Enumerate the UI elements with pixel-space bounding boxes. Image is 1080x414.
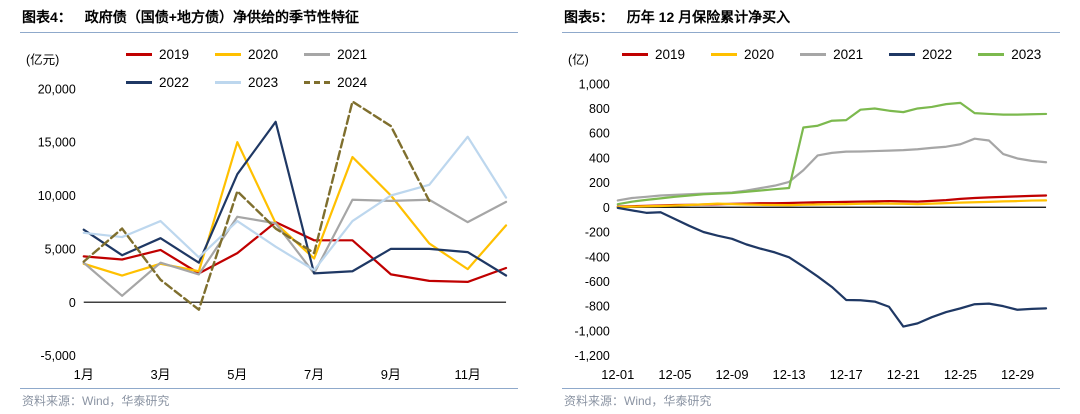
- y-tick-label: 0: [69, 296, 76, 310]
- x-tick-label: 9月: [381, 367, 401, 382]
- chart-number-label: 图表5：: [564, 9, 614, 25]
- legend-line-marker: [889, 53, 916, 56]
- legend-line-marker: [711, 53, 738, 56]
- series-line-2022: [82, 120, 508, 277]
- legend-item-2020: 2020: [711, 47, 774, 62]
- legend-left: 2019 2020 2021 2022 2023 2024: [126, 47, 426, 90]
- series-line-2019: [82, 221, 508, 284]
- y-tick-label: -800: [585, 300, 610, 314]
- series-line-2022: [616, 206, 1048, 328]
- y-tick-label: 10,000: [38, 189, 76, 203]
- chart-title-text: 政府债（国债+地方债）净供给的季节性特征: [84, 9, 359, 25]
- x-tick-label: 12-21: [887, 367, 920, 382]
- legend-label: 2019: [159, 47, 190, 62]
- y-tick-label: 1,000: [579, 77, 610, 91]
- y-tick-label: 20,000: [38, 82, 76, 96]
- legend-item-2021: 2021: [304, 47, 367, 62]
- legend-label: 2020: [248, 47, 279, 62]
- chart-area-left: (亿元) 2019 2020 2021 2022 2023 2024 20,000 15,0…: [20, 33, 518, 388]
- x-tick-label: 7月: [304, 367, 324, 382]
- legend-item-2021: 2021: [800, 47, 863, 62]
- legend-right: 2019 2020 2021 2022 2023: [622, 47, 1067, 62]
- legend-item-2022: 2022: [889, 47, 952, 62]
- chart-title-right: 图表5： 历年 12 月保险累计净买入: [562, 6, 1060, 33]
- chart-area-right: (亿) 2019 2020 2021 2022 2023 1,000 800 600 400 2…: [562, 33, 1060, 388]
- legend-item-2019: 2019: [126, 47, 189, 62]
- chart-title-left: 图表4： 政府债（国债+地方债）净供给的季节性特征: [20, 6, 518, 33]
- legend-item-2023: 2023: [215, 75, 278, 90]
- y-tick-label: 600: [589, 127, 610, 141]
- legend-item-2019: 2019: [622, 47, 685, 62]
- chart-panel-insurance-net-buy: 图表5： 历年 12 月保险累计净买入 (亿) 2019 2020 2021 2022 2…: [562, 6, 1060, 410]
- y-tick-label: 200: [589, 176, 610, 190]
- x-tick-label: 12-09: [715, 367, 748, 382]
- y-tick-label: -400: [585, 250, 610, 264]
- legend-label: 2023: [1011, 47, 1042, 62]
- line-chart-insurance-net-buy: 1,000 800 600 400 200 0 -200 -400 -600 -800 -1,000…: [575, 77, 1048, 382]
- legend-label: 2021: [337, 47, 368, 62]
- y-tick-label: 5,000: [45, 242, 76, 256]
- source-note-right: 资料来源：Wind，华泰研究: [562, 388, 1060, 410]
- chart-number-label: 图表4：: [22, 9, 72, 25]
- y-tick-label: -600: [585, 275, 610, 289]
- source-note-left: 资料来源：Wind，华泰研究: [20, 388, 518, 410]
- y-axis-unit-label: (亿): [568, 53, 589, 67]
- series-line-2021: [82, 198, 508, 297]
- legend-line-marker: [304, 53, 331, 56]
- x-tick-label: 3月: [150, 367, 170, 382]
- legend-item-2024: 2024: [304, 75, 367, 90]
- x-tick-label: 12-13: [773, 367, 806, 382]
- x-tick-label: 12-25: [944, 367, 977, 382]
- legend-line-marker: [304, 81, 331, 84]
- chart-title-text: 历年 12 月保险累计净买入: [626, 9, 791, 25]
- legend-line-marker: [215, 53, 242, 56]
- x-tick-label: 11月: [454, 367, 480, 382]
- x-tick-label: 12-05: [658, 367, 691, 382]
- legend-line-marker: [126, 81, 152, 84]
- y-tick-label: -5,000: [41, 349, 76, 363]
- y-axis-unit-label: (亿元): [26, 53, 60, 67]
- legend-label: 2020: [744, 47, 775, 62]
- legend-line-marker: [622, 53, 648, 56]
- series-line-2024: [82, 100, 431, 311]
- x-tick-label: 12-17: [830, 367, 863, 382]
- legend-item-2023: 2023: [978, 47, 1041, 62]
- legend-label: 2024: [337, 75, 368, 90]
- legend-line-marker: [126, 53, 152, 56]
- series-line-2020: [616, 199, 1048, 209]
- y-tick-label: 15,000: [38, 136, 76, 150]
- x-tick-label: 5月: [227, 367, 247, 382]
- legend-line-marker: [800, 53, 827, 56]
- x-tick-label: 1月: [74, 367, 94, 382]
- series-line-2023: [82, 135, 508, 272]
- y-tick-label: 800: [589, 102, 610, 116]
- x-tick-label: 12-01: [601, 367, 634, 382]
- legend-item-2020: 2020: [215, 47, 278, 62]
- legend-label: 2022: [159, 75, 190, 90]
- chart-panel-gov-bond-supply: 图表4： 政府债（国债+地方债）净供给的季节性特征 (亿元) 2019 2020 20…: [20, 6, 518, 410]
- series-line-2023: [616, 101, 1048, 206]
- legend-line-marker: [978, 53, 1005, 56]
- y-tick-label: 400: [589, 151, 610, 165]
- line-chart-gov-bond-supply: 20,000 15,000 10,000 5,000 0 -5,000 1月 3月 5月 7月 9月…: [38, 82, 508, 382]
- legend-label: 2019: [655, 47, 686, 62]
- legend-item-2022: 2022: [126, 75, 189, 90]
- y-tick-label: -1,000: [575, 324, 610, 338]
- legend-label: 2023: [248, 75, 279, 90]
- series-line-2021: [616, 137, 1048, 202]
- legend-label: 2022: [922, 47, 953, 62]
- legend-line-marker: [215, 81, 242, 84]
- y-tick-label: 0: [603, 201, 610, 215]
- legend-label: 2021: [833, 47, 864, 62]
- x-tick-label: 12-29: [1001, 367, 1034, 382]
- y-tick-label: -200: [585, 225, 610, 239]
- y-tick-label: -1,200: [575, 349, 610, 363]
